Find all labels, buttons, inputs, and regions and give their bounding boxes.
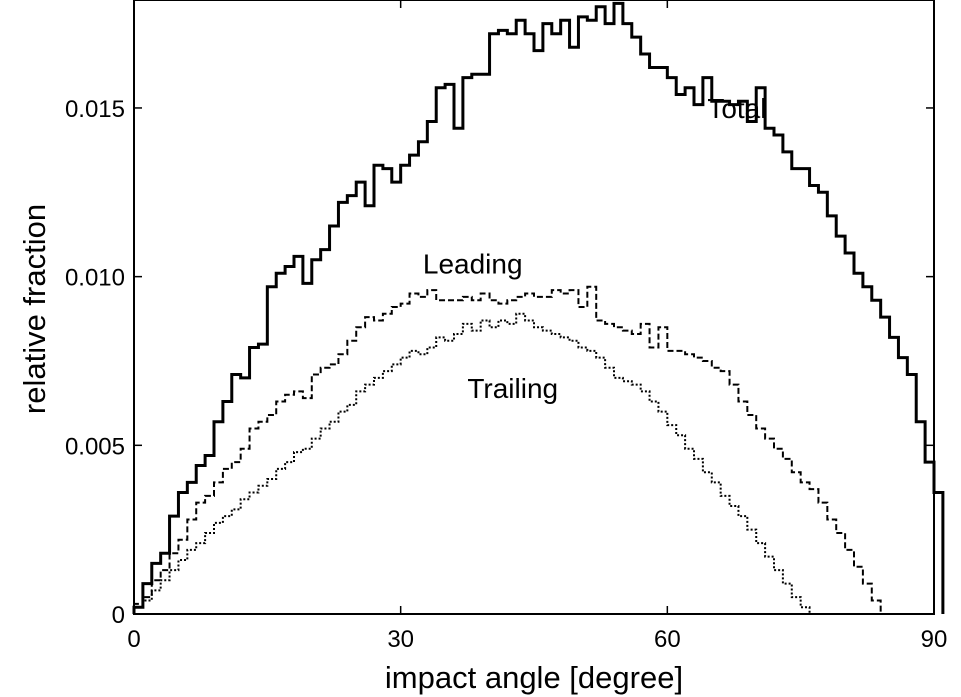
series-trailing-line xyxy=(133,312,811,614)
y-tick-label-0.010: 0.010 xyxy=(65,265,125,292)
x-tick-label-60: 60 xyxy=(654,626,681,653)
x-tick-label-90: 90 xyxy=(921,626,948,653)
series-label-total: Total xyxy=(707,93,766,124)
x-axis-title: impact angle [degree] xyxy=(385,660,683,695)
y-tick-label-0.005: 0.005 xyxy=(65,433,125,460)
series-total-line xyxy=(132,1,945,614)
y-tick-label-0.015: 0.015 xyxy=(65,96,125,123)
axis-ticks xyxy=(133,0,935,615)
series-label-trailing: Trailing xyxy=(467,373,558,404)
series-layer xyxy=(132,1,945,614)
y-tick-label-0: 0 xyxy=(112,602,125,629)
series-label-leading: Leading xyxy=(423,248,523,279)
x-tick-label-0: 0 xyxy=(127,626,140,653)
plot-frame xyxy=(133,0,935,615)
x-tick-label-30: 30 xyxy=(387,626,414,653)
series-leading-line xyxy=(133,285,882,614)
y-axis-title: relative fraction xyxy=(17,204,52,414)
